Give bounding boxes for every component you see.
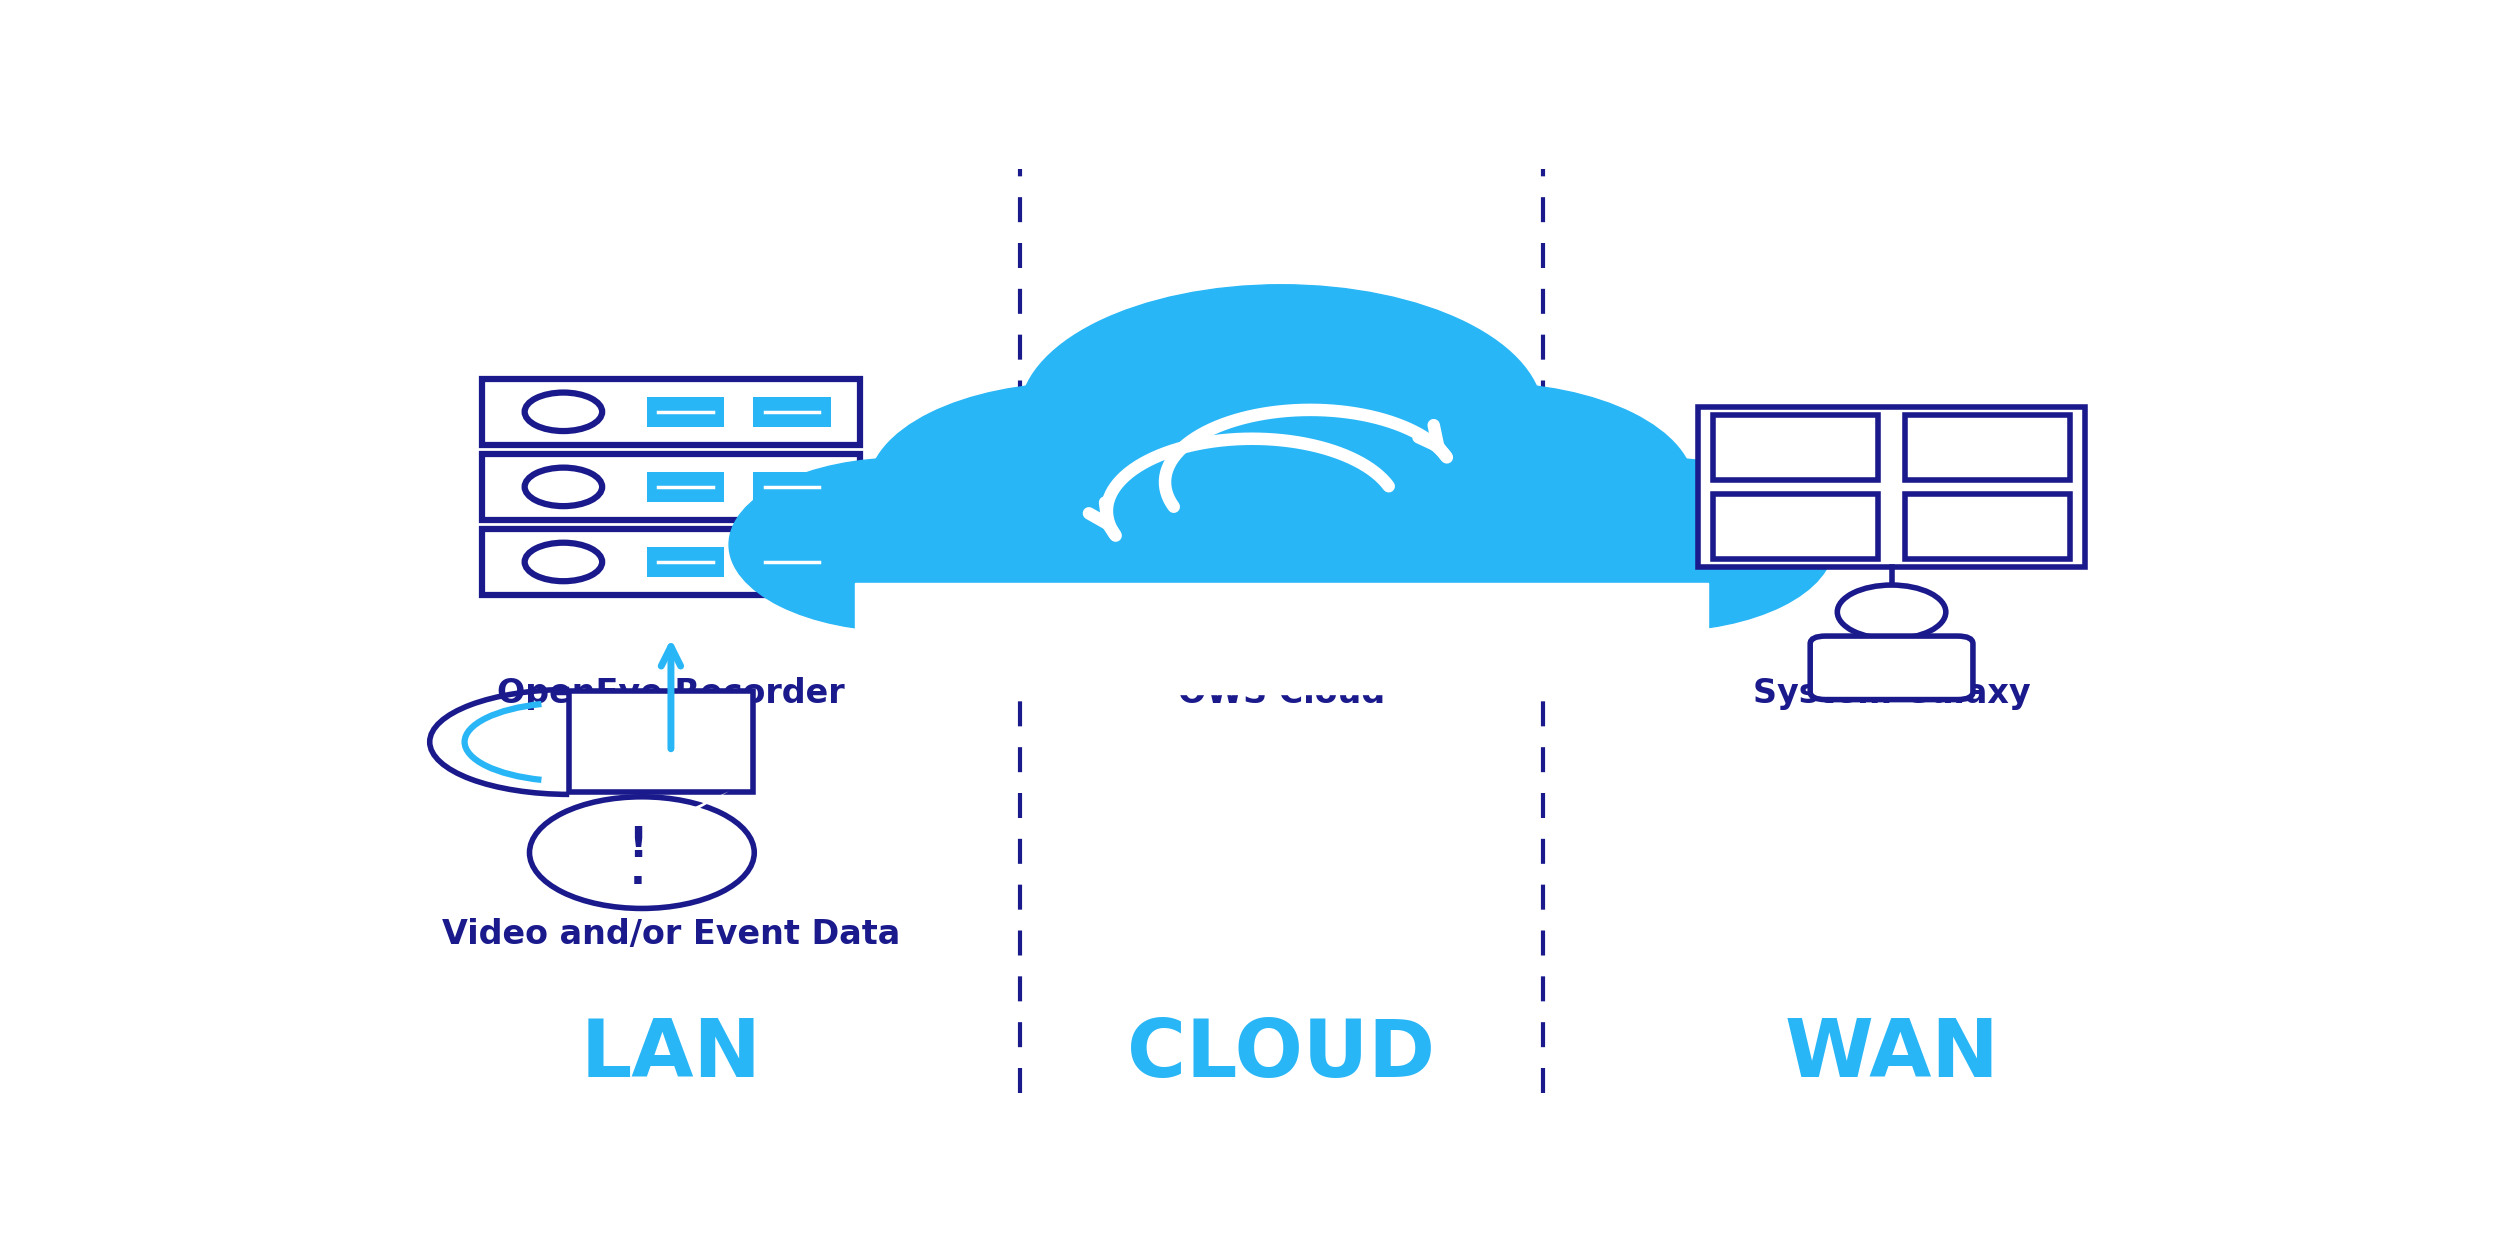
Bar (1713, 494, 1878, 559)
Bar (752, 398, 830, 426)
FancyBboxPatch shape (1810, 636, 1973, 700)
Text: CLOUD: CLOUD (1128, 1016, 1435, 1094)
Text: !: ! (628, 824, 648, 866)
Circle shape (525, 468, 602, 506)
Text: WAN: WAN (1785, 1016, 2000, 1094)
Circle shape (867, 382, 1288, 591)
Bar (1905, 494, 2070, 559)
Bar (648, 472, 725, 501)
Text: OWS Cloud: OWS Cloud (1178, 678, 1385, 710)
Bar (1713, 415, 1878, 480)
Text: .: . (630, 851, 645, 892)
Bar (482, 529, 860, 595)
Circle shape (1275, 382, 1695, 591)
Bar (752, 548, 830, 576)
Text: System Galaxy: System Galaxy (1752, 678, 2030, 710)
Circle shape (1838, 585, 1945, 639)
Bar (648, 398, 725, 426)
Text: LAN: LAN (580, 1016, 762, 1094)
Bar (902, 486, 1660, 582)
Circle shape (730, 458, 1078, 631)
Circle shape (1020, 285, 1542, 545)
Polygon shape (660, 791, 730, 830)
Polygon shape (570, 691, 752, 793)
Bar (482, 379, 860, 445)
Bar (482, 454, 860, 520)
Text: Video and/or Event Data: Video and/or Event Data (442, 918, 900, 951)
Bar (1698, 408, 2085, 566)
Circle shape (525, 542, 602, 581)
Bar (1905, 415, 2070, 480)
Text: OpenEye Recorder: OpenEye Recorder (498, 678, 845, 710)
Bar (648, 548, 725, 576)
Bar (752, 472, 830, 501)
Bar (855, 582, 1708, 694)
Circle shape (525, 392, 602, 431)
Circle shape (530, 796, 755, 909)
Circle shape (1485, 458, 1832, 631)
